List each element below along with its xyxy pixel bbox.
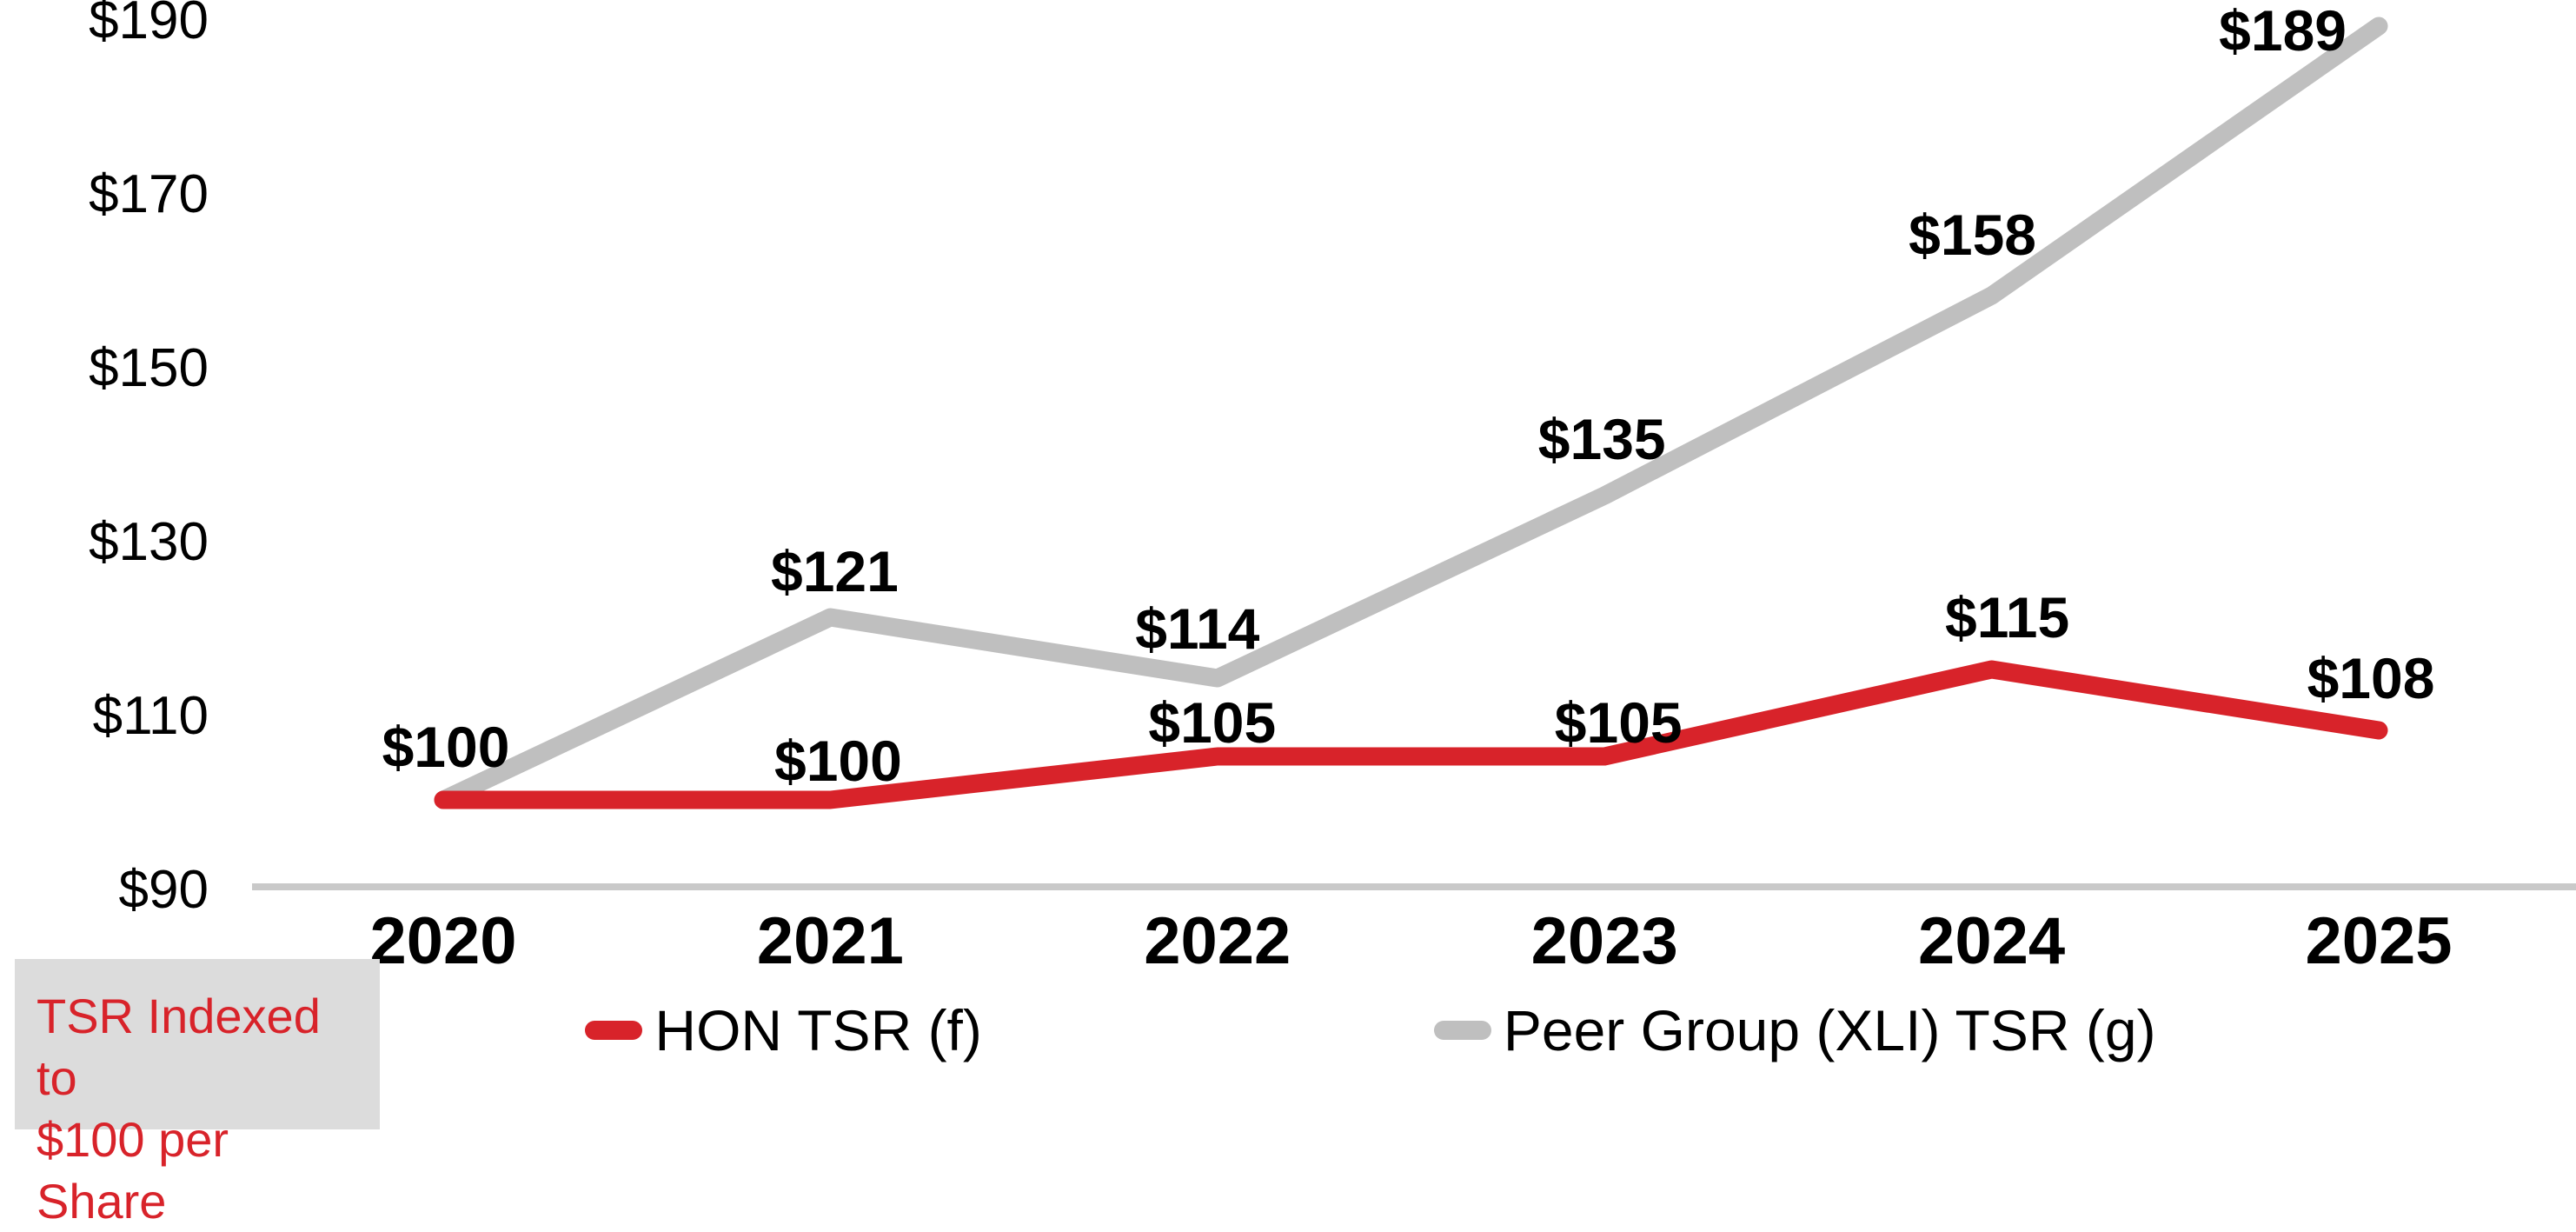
x-axis-label: 2023 (1531, 904, 1678, 978)
legend-label: Peer Group (XLI) TSR (g) (1503, 998, 2156, 1062)
y-axis-tick-label: $170 (89, 164, 209, 224)
x-axis-label: 2024 (1918, 904, 2065, 978)
legend-item-peer: Peer Group (XLI) TSR (g) (1433, 997, 2156, 1063)
x-axis-label: 2025 (2305, 904, 2452, 978)
data-label: $105 (1148, 690, 1276, 755)
legend-swatch-peer (1433, 1021, 1491, 1040)
hon-tsr-line (434, 660, 2388, 809)
chart-legend: HON TSR (f) Peer Group (XLI) TSR (g) (0, 991, 2576, 1069)
legend-label: HON TSR (f) (654, 998, 982, 1062)
legend-swatch-hon (585, 1021, 643, 1040)
peer-group-line (434, 17, 2388, 809)
data-label: $114 (1135, 596, 1259, 661)
data-label: $189 (2219, 0, 2347, 63)
legend-item-hon: HON TSR (f) (585, 997, 982, 1063)
data-label: $135 (1538, 407, 1666, 471)
chart-plot-area: $190 $170 $150 $130 $110 $90 $100 $100 $105 $105 $… (89, 0, 2576, 978)
y-axis-tick-label: $130 (89, 512, 209, 572)
tsr-note-line1: TSR Indexed to (37, 989, 321, 1106)
x-axis-label: 2022 (1144, 904, 1291, 978)
data-label: $121 (771, 539, 899, 603)
x-axis-label: 2020 (369, 904, 516, 978)
data-label: $100 (774, 729, 902, 793)
y-axis-tick-label: $90 (119, 860, 209, 920)
y-axis-tick-label: $190 (89, 0, 209, 50)
data-label: $158 (1909, 203, 2036, 267)
data-label: $115 (1945, 585, 2069, 649)
y-axis-tick-label: $150 (89, 338, 209, 398)
data-label: $105 (1555, 690, 1683, 755)
y-axis-tick-label: $110 (93, 686, 209, 746)
tsr-note-line2: $100 per Share (37, 1112, 229, 1229)
x-axis-label: 2021 (757, 904, 904, 978)
tsr-note: TSR Indexed to $100 per Share (15, 959, 380, 1229)
data-label: $108 (2307, 646, 2435, 710)
data-label: $100 (382, 715, 510, 779)
